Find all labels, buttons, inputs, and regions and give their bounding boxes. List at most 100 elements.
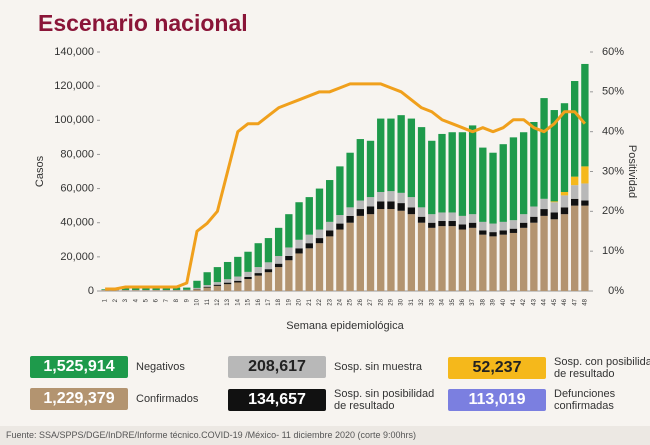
legend-label: Sosp. sin posibilidad de resultado — [334, 388, 435, 412]
bar-segment — [305, 243, 313, 249]
bar-segment — [295, 202, 303, 240]
bar-segment — [264, 262, 273, 270]
x-tick-label: 17 — [266, 298, 272, 305]
bar-segment — [560, 195, 569, 208]
bar-segment — [540, 209, 548, 216]
bar-segment — [417, 207, 426, 217]
y2-tick-label: 40% — [602, 126, 624, 138]
bar-segment — [183, 290, 191, 291]
x-tick-label: 29 — [389, 298, 395, 305]
bar-segment — [468, 227, 477, 291]
bar-segment — [581, 63, 589, 167]
legend-total: 134,657 — [228, 389, 326, 411]
bar-segment — [213, 285, 222, 291]
y2-tick-label: 60% — [602, 46, 624, 58]
bar-segment — [550, 201, 558, 203]
x-tick-label: 12 — [215, 298, 221, 305]
bar-segment — [264, 272, 273, 291]
bar-segment — [234, 282, 242, 291]
bar-segment — [377, 201, 385, 210]
x-axis-label: Semana epidemiológica — [286, 320, 404, 332]
y-tick-label: 60,000 — [60, 182, 94, 194]
y2-tick-label: 20% — [602, 205, 624, 217]
bar-segment — [489, 232, 497, 237]
y2-axis-label: Positividad — [626, 145, 638, 198]
bar-segment — [285, 247, 293, 257]
x-tick-label: 36 — [460, 298, 466, 305]
bar-segment — [356, 215, 364, 291]
bar-segment — [407, 207, 416, 215]
bar-segment — [428, 140, 436, 215]
bar-segment — [142, 290, 150, 291]
bar-segment — [213, 267, 222, 283]
bar-segment — [377, 118, 385, 192]
bar-segment — [530, 121, 538, 207]
x-tick-label: 4 — [133, 298, 139, 302]
x-tick-label: 32 — [419, 298, 425, 305]
bar-segment — [254, 267, 262, 274]
bar-segment — [438, 221, 446, 227]
bar-segment — [264, 269, 273, 273]
bar-segment — [142, 287, 150, 290]
legend-label: Defunciones confirmadas — [554, 388, 616, 412]
bar-segment — [519, 132, 528, 215]
bar-segment — [366, 140, 375, 198]
legend-item: 1,229,379 Confirmados — [30, 388, 241, 410]
y-tick-label: 80,000 — [60, 148, 94, 160]
bar-segment — [111, 290, 119, 291]
x-tick-label: 38 — [480, 298, 486, 305]
bar-segment — [499, 221, 507, 231]
chart: 0 20,000 40,000 60,000 80,000 100,000 120,000 1… — [34, 46, 638, 332]
x-tick-label: 7 — [164, 298, 170, 302]
bar-segment — [468, 125, 477, 215]
legend-item: 52,237 Sosp. con posibilidad de resultado — [448, 356, 650, 380]
bar-segment — [315, 188, 324, 230]
bar-segment — [458, 215, 467, 225]
legend-total: 52,237 — [448, 357, 546, 379]
x-tick-label: 44 — [542, 298, 548, 305]
bar-segment — [560, 191, 569, 196]
y2-tick-label: 10% — [602, 245, 624, 257]
x-tick-label: 9 — [184, 298, 190, 302]
x-tick-label: 28 — [378, 298, 384, 305]
bar-segment — [254, 243, 262, 268]
legend-label: Sosp. sin muestra — [334, 361, 423, 373]
bar-segment — [458, 132, 467, 216]
x-tick-label: 33 — [429, 298, 435, 305]
bar-segment — [305, 234, 313, 244]
bar-segment — [387, 118, 395, 192]
legend-item: 208,617 Sosp. sin muestra — [228, 356, 439, 378]
x-tick-label: 25 — [348, 298, 354, 305]
bar-segment — [183, 287, 191, 290]
x-tick-label: 40 — [501, 298, 507, 305]
legend-item: 113,019 Defunciones confirmadas — [448, 388, 650, 412]
bar-segment — [132, 287, 140, 290]
bar-segment — [581, 200, 589, 206]
bar-segment — [479, 234, 487, 291]
legend-label: Sosp. con posibilidad de resultado — [554, 356, 650, 380]
x-tick-label: 30 — [399, 298, 405, 305]
bar-segment — [560, 103, 569, 192]
bar-segment — [203, 287, 211, 291]
bar-segment — [550, 219, 558, 291]
y-tick-label: 40,000 — [60, 217, 94, 229]
y-tick-label: 0 — [88, 285, 94, 297]
bar-segment — [162, 287, 171, 290]
bar-segment — [509, 228, 518, 233]
bar-segment — [428, 222, 436, 228]
bar-segment — [264, 238, 273, 263]
bar-segment — [336, 215, 344, 224]
bar-segment — [468, 222, 477, 228]
legend-total: 113,019 — [448, 389, 546, 411]
bar-segment — [550, 212, 558, 220]
bar-segment — [458, 229, 467, 291]
bar-segment — [499, 234, 507, 291]
bar-segment — [285, 260, 293, 291]
bar-segment — [223, 279, 232, 283]
bar-segment — [366, 206, 375, 215]
bar-segment — [274, 227, 283, 257]
bar-segment — [203, 286, 211, 288]
bar-segment — [305, 197, 313, 235]
x-tick-label: 48 — [582, 298, 588, 305]
